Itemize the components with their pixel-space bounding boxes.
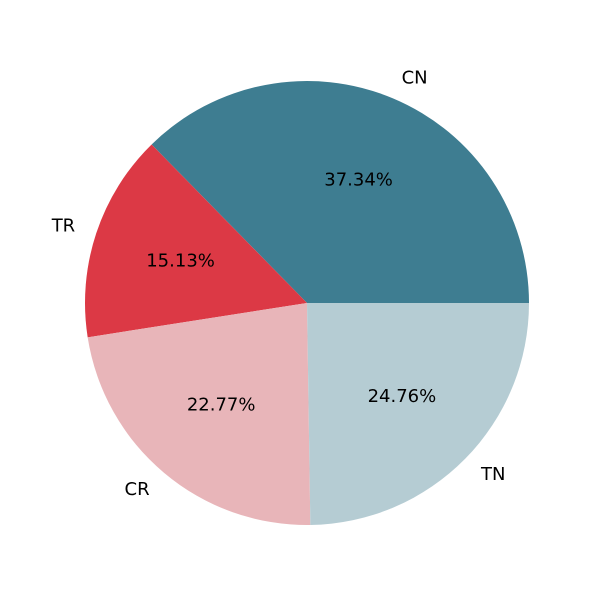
category-label-tr: TR	[51, 216, 76, 237]
category-label-cn: CN	[402, 67, 428, 88]
category-label-tn: TN	[480, 464, 505, 485]
pie-slice-cn	[151, 81, 529, 303]
slices-layer	[84, 81, 529, 525]
labels-layer: 37.34% CN 15.13% TR 22.77% CR 24.76% TN	[51, 67, 506, 500]
pct-label-tn: 24.76%	[368, 386, 437, 407]
pie-slice-cr	[87, 303, 311, 525]
category-label-cr: CR	[125, 479, 150, 500]
pie-slice-tn	[307, 303, 529, 525]
pie-slice-tr	[84, 144, 307, 338]
pct-label-tr: 15.13%	[146, 251, 215, 272]
pct-label-cr: 22.77%	[187, 394, 256, 415]
pct-label-cn: 37.34%	[324, 170, 393, 191]
